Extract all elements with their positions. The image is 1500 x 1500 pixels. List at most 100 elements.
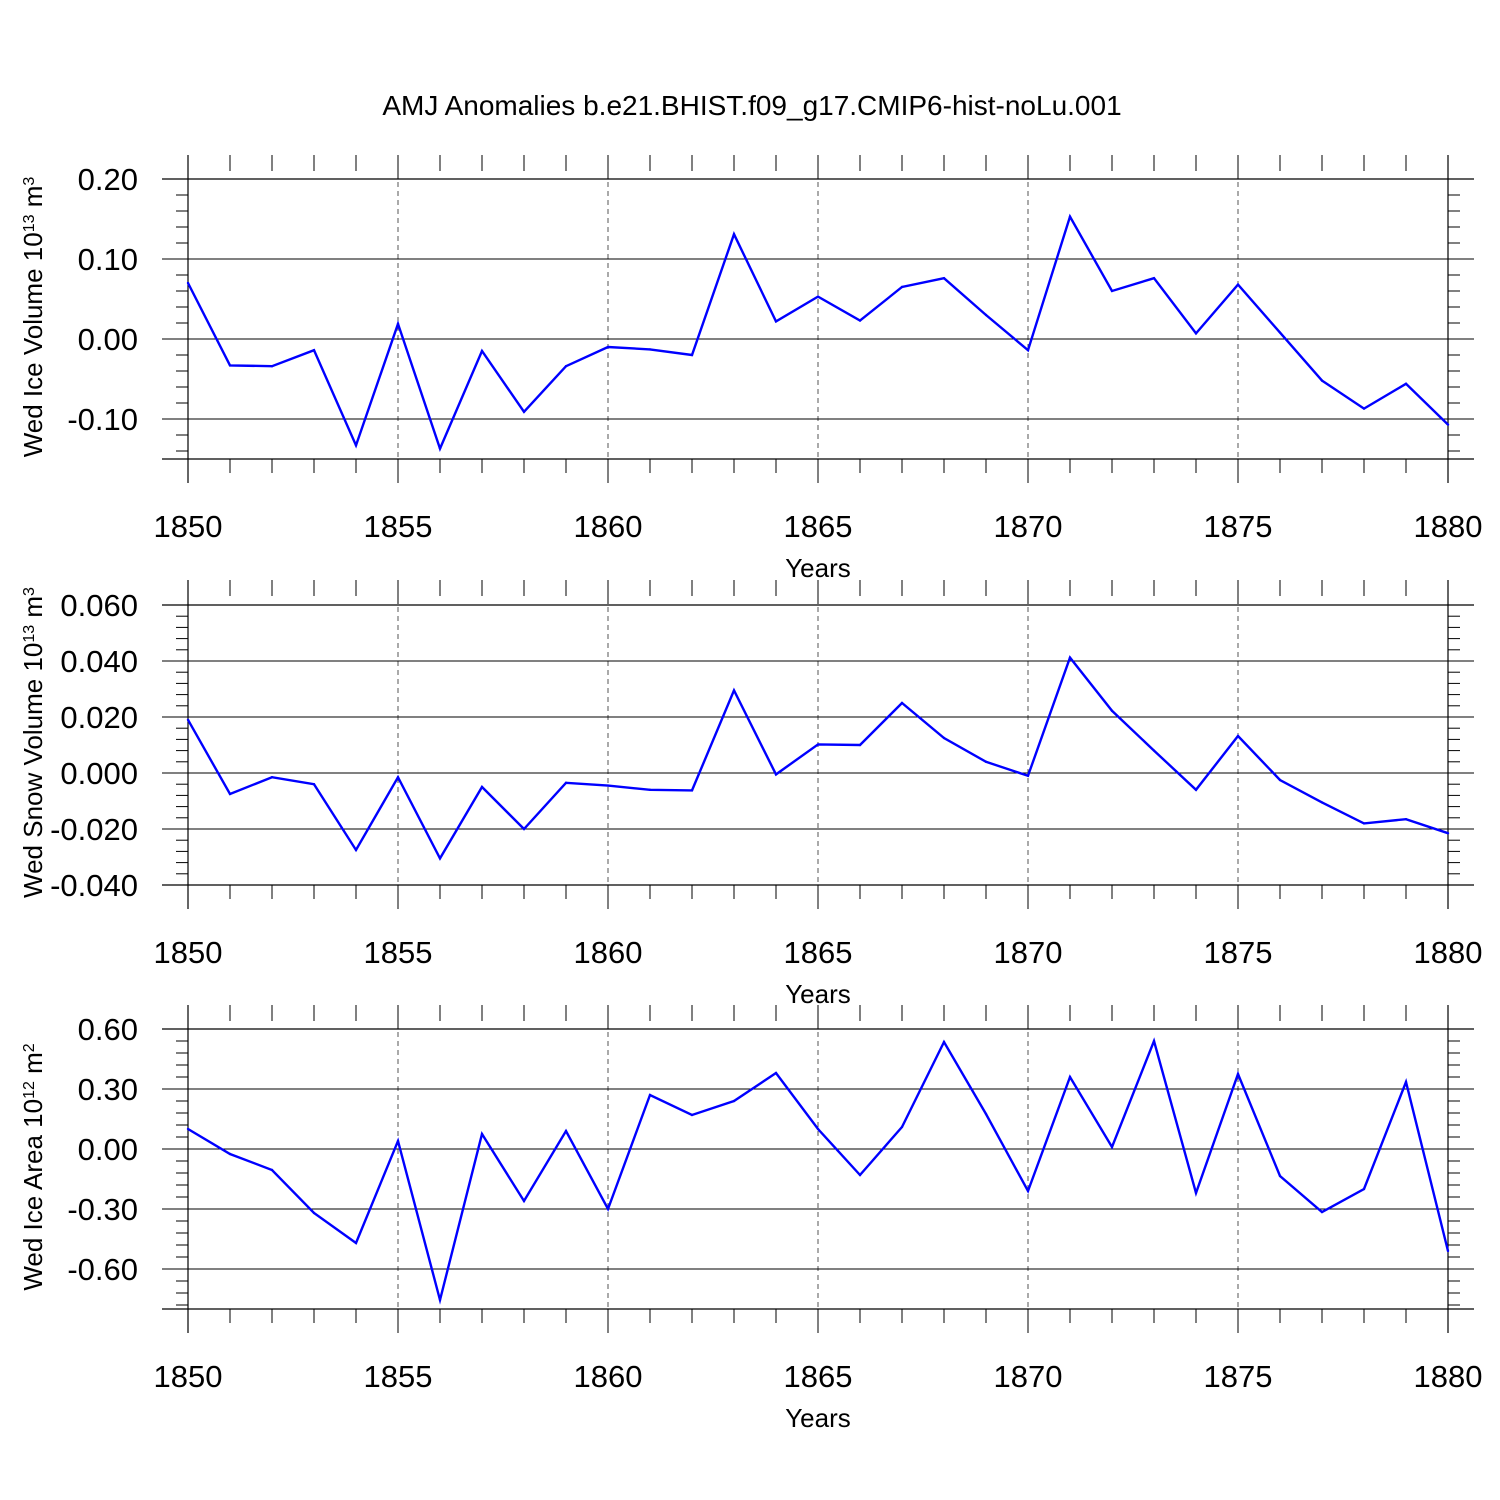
data-point (816, 1127, 820, 1131)
y-axis-title: Wed Snow Volume 1013 m3 (18, 587, 48, 898)
data-point (606, 1207, 610, 1211)
data-point (900, 1125, 904, 1129)
y-axis-title: Wed Ice Area 1012 m2 (18, 1043, 48, 1290)
data-point (816, 295, 820, 298)
x-tick-label: 1870 (994, 1359, 1063, 1394)
x-tick-label: 1865 (784, 1359, 853, 1394)
data-point (480, 785, 484, 789)
y-axis-title: Wed Ice Volume 1013 m3 (18, 177, 48, 458)
x-axis-title: Years (785, 979, 851, 1009)
data-point (1194, 1191, 1198, 1195)
data-point (1362, 822, 1366, 825)
data-point (396, 322, 400, 325)
x-tick-label: 1875 (1204, 1359, 1273, 1394)
y-tick-label: 0.00 (78, 1132, 138, 1167)
series-line (186, 213, 1449, 452)
data-point (438, 1298, 442, 1302)
y-tick-label: -0.020 (50, 812, 138, 847)
data-point (1194, 788, 1198, 791)
data-point (1362, 407, 1366, 410)
data-point (270, 1168, 274, 1172)
data-point (606, 784, 610, 787)
y-tick-label: 0.00 (78, 322, 138, 357)
data-point (1194, 332, 1198, 335)
data-point (942, 736, 946, 740)
data-point (648, 1093, 652, 1097)
data-point (312, 783, 316, 786)
data-point (1152, 277, 1156, 280)
data-point (564, 781, 568, 784)
data-point (228, 364, 232, 367)
data-point (732, 233, 736, 236)
series-line (186, 655, 1449, 861)
y-tick-label: 0.020 (60, 700, 138, 735)
x-tick-label: 1860 (574, 509, 643, 544)
data-point (984, 313, 988, 317)
data-point (1110, 289, 1114, 293)
data-point (816, 743, 820, 746)
x-tick-label: 1875 (1204, 935, 1273, 970)
data-point (354, 444, 358, 447)
y-tick-label: 0.60 (78, 1012, 138, 1047)
chart-panel-1: -0.10 0.00 0.10 0.20 1850 1855 1860 1865 1870 187… (18, 155, 1482, 583)
data-point (354, 848, 358, 852)
data-point (648, 788, 652, 791)
data-point (732, 1099, 736, 1103)
data-point (648, 348, 652, 351)
data-point (774, 320, 778, 323)
data-point (186, 281, 190, 285)
data-point (1026, 1189, 1030, 1193)
data-point (480, 1132, 484, 1136)
data-point (858, 1173, 862, 1177)
data-point (774, 1071, 778, 1075)
data-point (984, 1112, 988, 1116)
x-tick-label: 1880 (1414, 1359, 1483, 1394)
data-point (1278, 331, 1282, 334)
data-point (942, 277, 946, 280)
data-point (1236, 283, 1240, 286)
y-tick-label: 0.10 (78, 242, 138, 277)
data-point (312, 1211, 316, 1215)
x-axis-title: Years (785, 553, 851, 583)
x-tick-label: 1850 (154, 935, 223, 970)
data-point (564, 365, 568, 368)
data-point (396, 776, 400, 779)
y-tick-label: -0.040 (50, 868, 138, 903)
x-tick-label: 1855 (364, 935, 433, 970)
chart-panel-3: -0.60 -0.30 0.00 0.30 0.60 1850 1855 1860 1865 18… (18, 1005, 1482, 1433)
data-point (774, 773, 778, 776)
data-point (1278, 778, 1282, 782)
data-point (1152, 1039, 1156, 1043)
data-point (1068, 1075, 1072, 1079)
data-point (480, 349, 484, 353)
data-point (438, 447, 442, 450)
chart-panel-2: -0.040 -0.020 0.000 0.020 0.040 0.060 1850 1855… (18, 580, 1482, 1009)
data-point (1152, 749, 1156, 752)
data-point (984, 760, 988, 763)
data-point (858, 743, 862, 747)
data-point (522, 410, 526, 413)
data-point (1026, 349, 1030, 352)
data-point (1404, 382, 1408, 385)
data-point (1236, 734, 1240, 738)
data-point (186, 718, 190, 721)
data-point (396, 1139, 400, 1143)
data-point (900, 701, 904, 705)
data-point (522, 827, 526, 831)
data-point (1320, 801, 1324, 804)
data-point (1446, 423, 1450, 426)
x-tick-label: 1870 (994, 509, 1063, 544)
data-point (942, 1040, 946, 1044)
data-point (1446, 832, 1450, 835)
data-point (228, 792, 232, 796)
data-point (228, 1152, 232, 1156)
data-point (1068, 656, 1072, 659)
x-tick-label: 1860 (574, 935, 643, 970)
y-tick-label: -0.60 (67, 1252, 138, 1287)
data-point (270, 776, 274, 779)
data-point (1278, 1174, 1282, 1178)
panels: -0.10 0.00 0.10 0.20 1850 1855 1860 1865 1870 187… (18, 155, 1482, 1433)
data-point (1110, 1145, 1114, 1149)
x-tick-label: 1865 (784, 935, 853, 970)
